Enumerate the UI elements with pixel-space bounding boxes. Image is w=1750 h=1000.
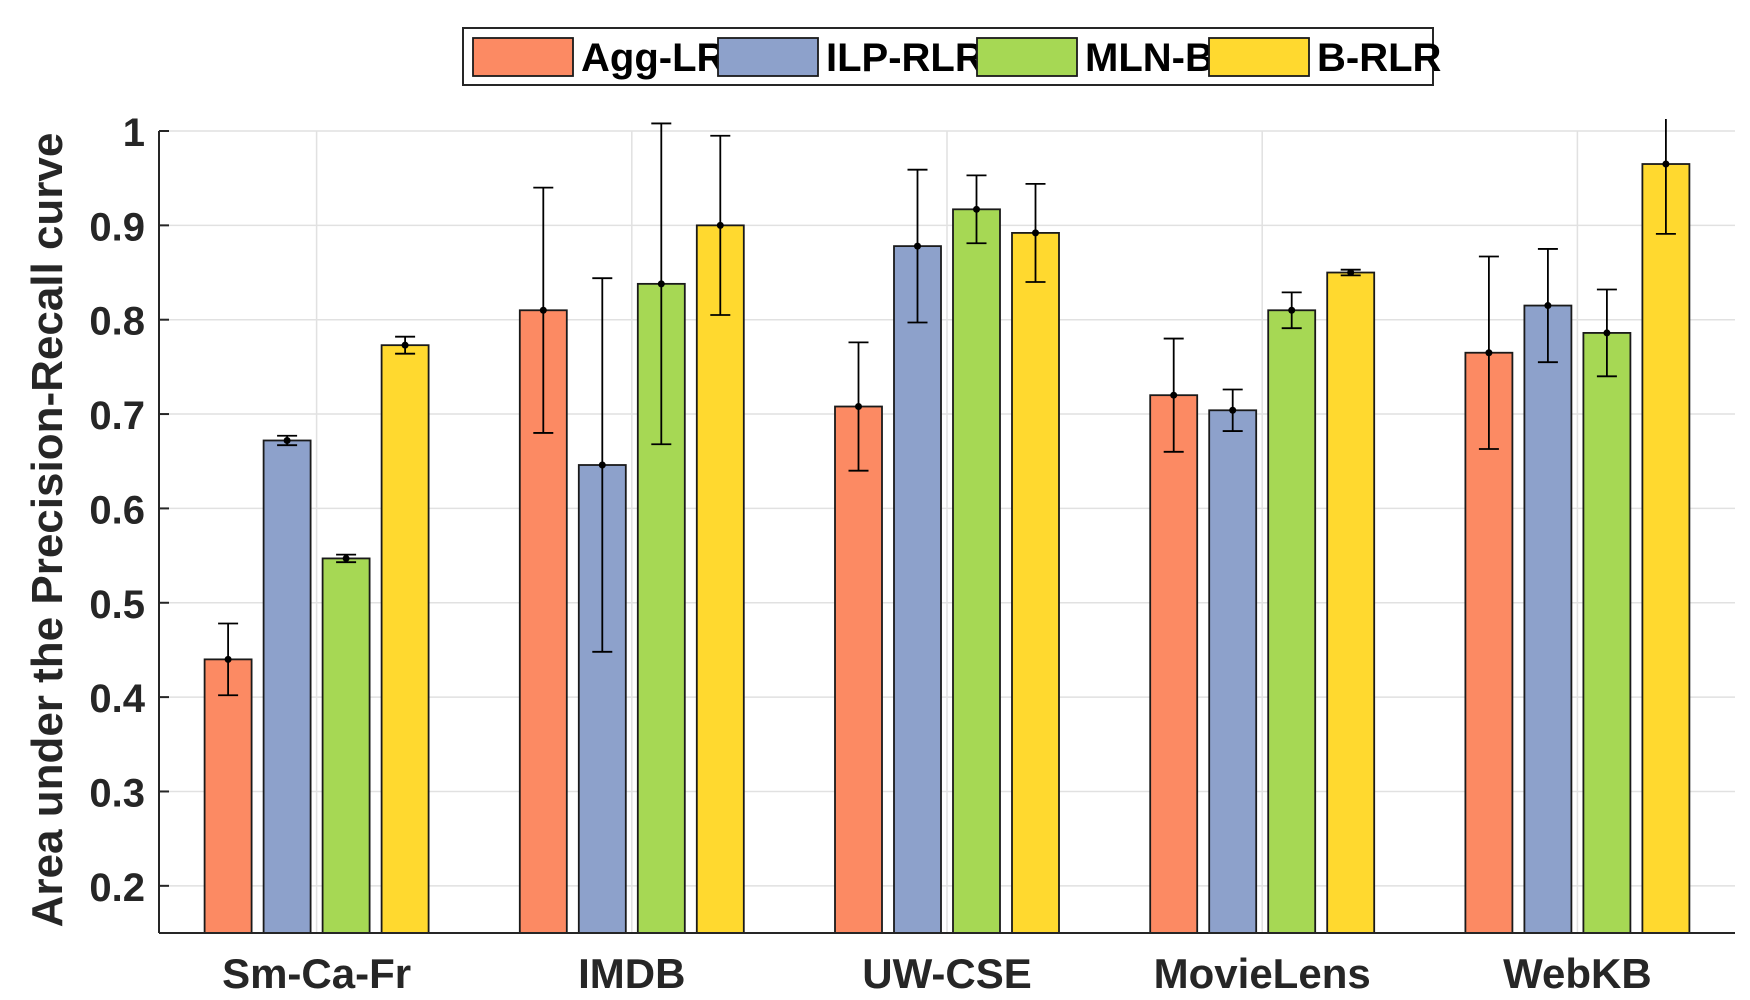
- bar: [380, 344, 430, 934]
- mean-marker: [1229, 406, 1237, 414]
- mean-marker: [342, 554, 350, 562]
- bar: [1326, 271, 1376, 934]
- bar: [1267, 309, 1317, 934]
- mean-marker: [914, 242, 921, 250]
- mean-marker: [401, 341, 409, 349]
- bar: [952, 208, 1001, 934]
- y-tick-label: 0.9: [89, 205, 145, 249]
- bar: [834, 405, 883, 934]
- mean-marker: [1170, 391, 1178, 399]
- legend-swatch: [717, 37, 819, 77]
- legend-label: B-RLR: [1317, 36, 1442, 80]
- axes: 0.2 0.3 0.4 0.5 0.6 0.7 0.8 0.9 1 Sm-Ca-Fr IMDB UW-…: [89, 111, 1735, 997]
- mean-marker: [1603, 329, 1611, 337]
- bar: [1464, 351, 1514, 934]
- mean-marker: [716, 221, 724, 229]
- mean-marker: [1347, 269, 1355, 277]
- bar: [1641, 163, 1691, 934]
- bar: [1582, 332, 1632, 934]
- x-tick-label: IMDB: [578, 950, 685, 997]
- mean-marker: [1288, 306, 1296, 314]
- legend-label: Agg-LR: [581, 36, 726, 80]
- y-tick-label: 0.7: [89, 394, 145, 438]
- bar: [262, 439, 312, 934]
- y-tick-label: 0.2: [89, 866, 145, 910]
- bar: [203, 658, 253, 934]
- bar: [321, 557, 371, 934]
- x-tick-label: UW-CSE: [862, 950, 1031, 997]
- x-tick-label: WebKB: [1503, 950, 1652, 997]
- legend-label: ILP-RLR: [826, 36, 984, 80]
- mean-marker: [283, 436, 291, 444]
- y-axis-title: Area under the Precision-Recall curve: [23, 133, 72, 928]
- bar: [1208, 409, 1258, 934]
- y-tick-label: 0.6: [89, 488, 145, 532]
- legend-swatch: [1208, 37, 1310, 77]
- mean-marker: [1032, 229, 1039, 237]
- y-tick-label: 0.4: [89, 677, 145, 721]
- bar: [1011, 232, 1060, 934]
- mean-marker: [1544, 302, 1552, 310]
- bar: [1149, 394, 1199, 934]
- y-tick-label: 1: [123, 111, 145, 155]
- mean-marker: [598, 461, 606, 469]
- legend-swatch: [472, 37, 574, 77]
- mean-marker: [539, 306, 547, 314]
- x-tick-label: Sm-Ca-Fr: [222, 950, 411, 997]
- legend: Agg-LR ILP-RLR MLN-B B-RLR: [462, 27, 1442, 86]
- y-tick-label: 0.3: [89, 771, 145, 815]
- mean-marker: [657, 280, 665, 288]
- x-tick-label: MovieLens: [1154, 950, 1371, 997]
- bar: [1523, 304, 1573, 934]
- mean-marker: [855, 403, 862, 411]
- mean-marker: [1662, 160, 1670, 168]
- bars: [203, 119, 1691, 934]
- mean-marker: [1485, 349, 1493, 357]
- legend-label: MLN-B: [1085, 36, 1214, 80]
- y-tick-label: 0.8: [89, 300, 145, 344]
- y-tick-label: 0.5: [89, 583, 145, 627]
- bar: [893, 245, 942, 934]
- bar: [695, 224, 745, 934]
- mean-marker: [973, 205, 980, 213]
- legend-swatch: [976, 37, 1078, 77]
- mean-marker: [224, 655, 232, 663]
